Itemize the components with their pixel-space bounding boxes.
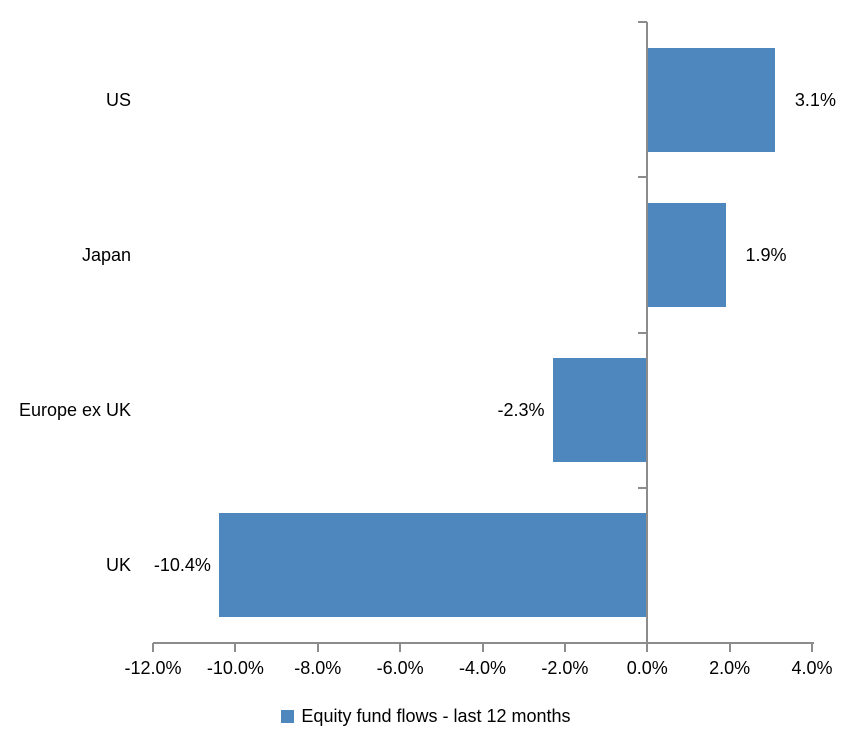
x-axis-tick [234, 643, 237, 652]
legend-swatch-icon [281, 709, 295, 723]
x-axis-tick [646, 643, 649, 652]
category-label: UK [105, 555, 131, 576]
x-axis-tick-label: -8.0% [294, 658, 342, 678]
x-axis-tick [728, 643, 731, 652]
x-axis-tick [811, 643, 813, 652]
x-axis-line [153, 642, 814, 644]
x-axis-tick-label: -2.0% [541, 658, 589, 678]
x-axis-tick [481, 643, 484, 652]
x-axis-tick [316, 643, 319, 652]
y-axis-tick [638, 331, 648, 334]
y-axis-tick [638, 642, 648, 644]
category-label: Europe ex UK [18, 400, 131, 421]
y-axis-tick [638, 486, 648, 489]
x-axis-tick-label: -12.0% [124, 658, 182, 678]
category-label: US [105, 89, 131, 110]
bar-value-label: -10.4% [153, 555, 211, 576]
bar-value-label: 3.1% [794, 89, 836, 110]
chart-legend: Equity fund flows - last 12 months [0, 705, 852, 727]
x-axis-tick-label: -10.0% [206, 658, 264, 678]
x-axis-tick-label: 2.0% [709, 658, 751, 678]
y-axis-tick [638, 21, 648, 23]
bar-value-label: 1.9% [745, 244, 787, 265]
bar-japan [647, 202, 726, 307]
x-axis-tick-label: 4.0% [791, 658, 833, 678]
bar-us [647, 47, 775, 152]
bar-uk [218, 513, 648, 618]
x-axis-tick [399, 643, 402, 652]
x-axis-tick [563, 643, 566, 652]
x-axis-tick [152, 643, 154, 652]
category-label: Japan [81, 244, 131, 265]
bar-europe-ex-uk [552, 358, 648, 463]
x-axis-tick-label: 0.0% [626, 658, 668, 678]
y-axis-line [646, 22, 649, 651]
bar-value-label: -2.3% [497, 400, 545, 421]
x-axis-tick-label: -6.0% [376, 658, 424, 678]
legend-label: Equity fund flows - last 12 months [301, 706, 571, 726]
y-axis-tick [638, 176, 648, 179]
x-axis-tick-label: -4.0% [458, 658, 507, 678]
